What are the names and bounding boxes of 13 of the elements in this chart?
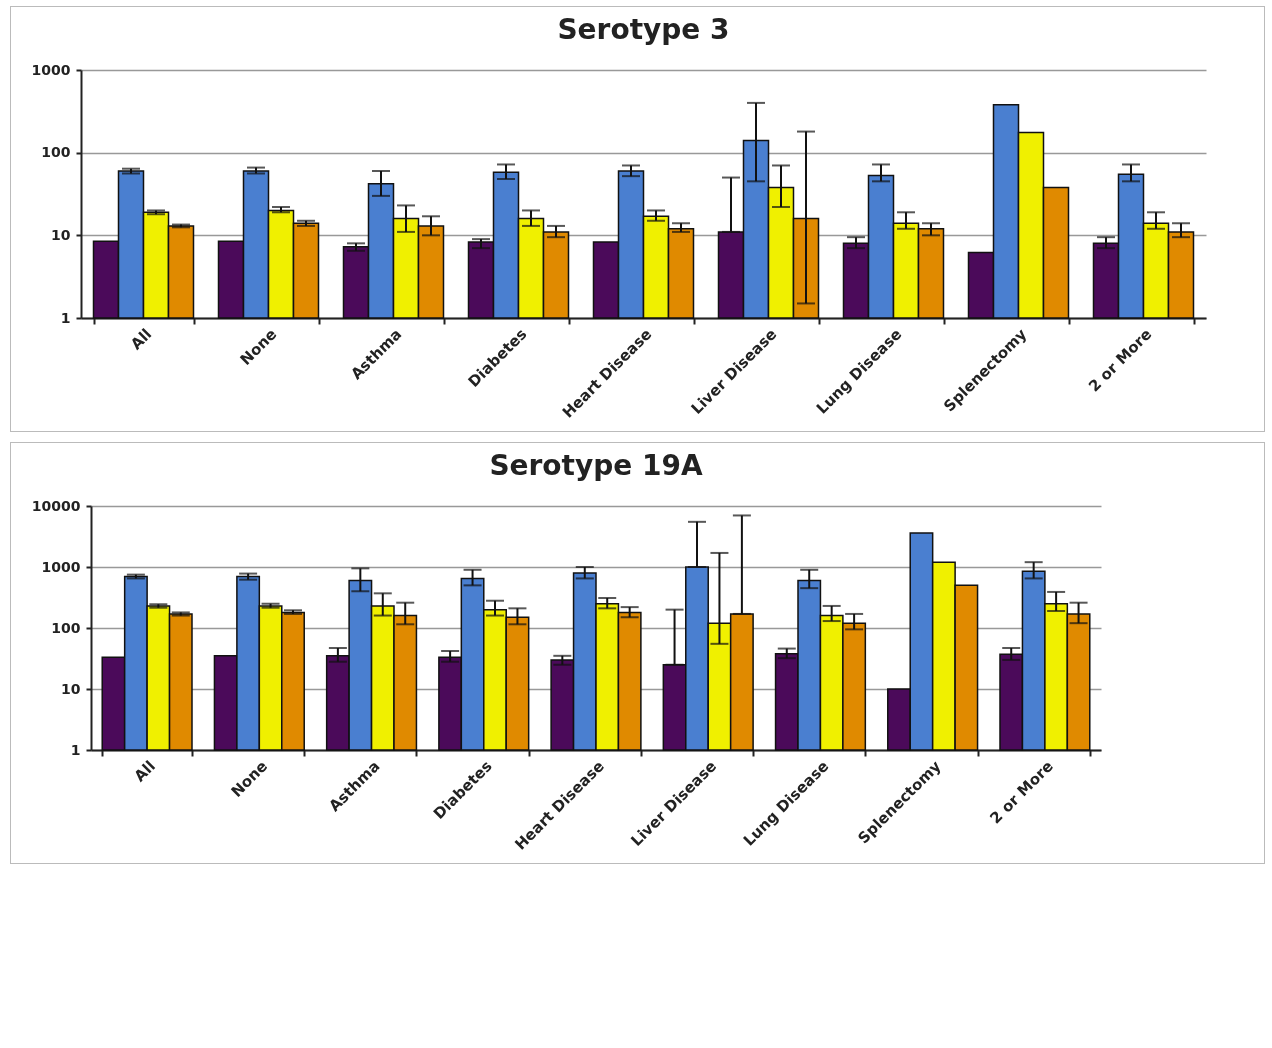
y-tick-label: 10 (51, 226, 71, 243)
y-tick-label: 10 (61, 680, 81, 697)
y-tick-label: 100 (41, 144, 71, 161)
x-tick-label: All (127, 325, 156, 354)
y-tick-label: 1 (60, 309, 71, 326)
chart-title: Serotype 3 (557, 13, 730, 46)
y-tick-label: 1000 (41, 558, 81, 575)
y-tick-label: 10000 (31, 497, 81, 514)
y-tick-label: 1 (70, 741, 81, 758)
y-tick-label: 100 (51, 619, 81, 636)
x-tick-label: All (130, 757, 159, 786)
chart-title: Serotype 19A (489, 449, 703, 482)
y-tick-label: 1000 (31, 61, 71, 78)
